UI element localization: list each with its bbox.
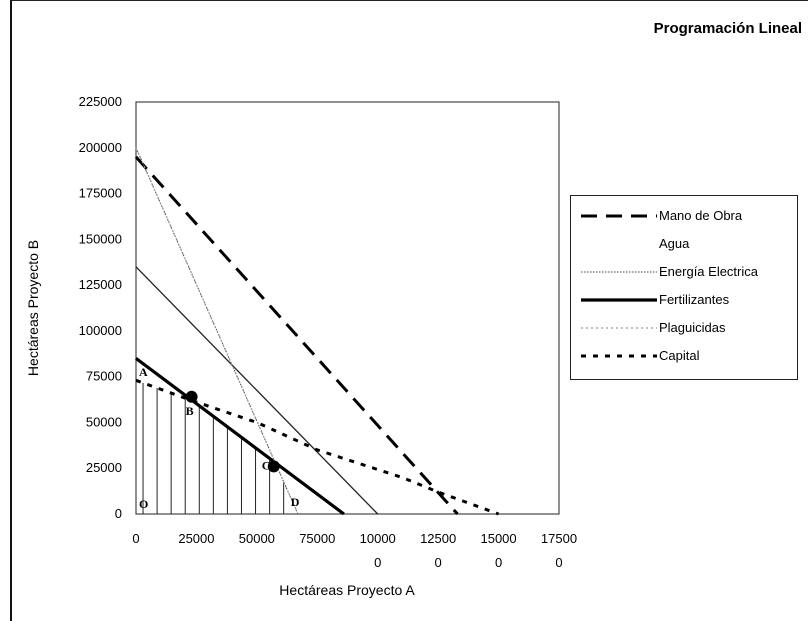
legend-item: Mano de Obra — [571, 206, 797, 226]
y-tick-label: 0 — [115, 506, 122, 521]
x-tick-label: 17500 0 — [541, 531, 577, 570]
x-tick-label: 10000 0 — [360, 531, 396, 570]
x-tick-labels: 0 25000 50000 75000 10000 0 12500 0 15000 0 17500 0 — [132, 531, 577, 570]
vertex-label-c: C — [262, 458, 271, 472]
x-axis-title: Hectáreas Proyecto A — [279, 582, 415, 598]
x-tick-label: 15000 0 — [480, 531, 516, 570]
legend-swatch — [581, 327, 657, 329]
series-layer — [134, 147, 500, 516]
plot-area-border — [135, 101, 560, 515]
x-tick-label: 50000 — [239, 531, 275, 546]
series-line-4 — [135, 147, 299, 515]
y-tick-label: 225000 — [79, 94, 122, 109]
series-line-1 — [135, 266, 379, 515]
x-tick-label: 75000 — [299, 531, 335, 546]
y-tick-label: 25000 — [86, 460, 122, 475]
vertex-label-b: B — [186, 404, 194, 418]
legend-label: Capital — [659, 348, 700, 363]
series-line-5 — [135, 378, 500, 516]
y-axis-title: Hectáreas Proyecto B — [25, 240, 41, 376]
series-line-3 — [135, 357, 345, 516]
legend: Mano de Obra Agua Energía Electrica Fertili… — [570, 195, 798, 380]
legend-item: Energía Electrica — [571, 262, 797, 282]
chart-frame — [10, 0, 808, 621]
vertex-label-o: O — [139, 497, 148, 511]
legend-item: Fertilizantes — [571, 290, 797, 310]
feasible-region-hatch — [142, 382, 285, 514]
legend-label: Mano de Obra — [659, 208, 743, 223]
vertex-label-a: A — [139, 365, 148, 379]
legend-swatch — [581, 298, 657, 302]
legend-swatch — [581, 354, 657, 358]
y-tick-label: 50000 — [86, 414, 122, 429]
x-tick-label: 25000 — [178, 531, 214, 546]
y-tick-label: 150000 — [79, 231, 122, 246]
y-tick-label: 175000 — [79, 186, 122, 201]
legend-label: Plaguicidas — [659, 320, 726, 335]
y-tick-label: 200000 — [79, 140, 122, 155]
vertex-marker-c — [267, 460, 280, 473]
legend-item: Capital — [571, 346, 797, 366]
legend-item: Agua — [571, 234, 797, 254]
points-layer: A B C D O — [139, 365, 300, 511]
y-tick-label: 75000 — [86, 369, 122, 384]
y-tick-labels: 0 25000 50000 75000 100000 125000 150000 175000… — [79, 94, 122, 521]
y-tick-label: 125000 — [79, 277, 122, 292]
series-line-0 — [134, 155, 459, 516]
legend-label: Agua — [659, 236, 690, 251]
vertex-marker-b — [185, 390, 198, 403]
x-tick-label: 0 — [132, 531, 139, 546]
y-tick-label: 100000 — [79, 323, 122, 338]
vertex-label-d: D — [291, 495, 300, 509]
legend-label: Fertilizantes — [659, 292, 730, 307]
x-tick-label: 12500 0 — [420, 531, 456, 570]
legend-swatch — [581, 214, 657, 218]
legend-item: Plaguicidas — [571, 318, 797, 338]
legend-swatch — [581, 271, 657, 273]
legend-label: Energía Electrica — [659, 264, 758, 279]
chart-title: Programación Lineal — [653, 20, 802, 37]
legend-swatch — [577, 234, 657, 254]
